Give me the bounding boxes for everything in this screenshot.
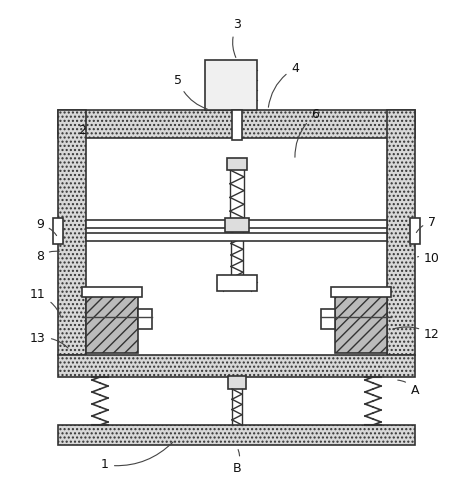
Bar [225, 218, 249, 232]
Text: 7: 7 [416, 215, 436, 232]
Text: 13: 13 [30, 331, 68, 348]
Bar [331, 287, 391, 297]
Bar [58, 355, 415, 377]
Text: 6: 6 [295, 109, 319, 157]
Bar [138, 309, 152, 329]
Bar [335, 295, 387, 353]
Bar [53, 218, 63, 244]
Bar [227, 158, 247, 170]
Bar [321, 309, 335, 329]
Bar [58, 425, 415, 445]
Text: 11: 11 [30, 288, 61, 317]
Text: 3: 3 [233, 18, 241, 57]
Bar [410, 218, 420, 244]
Bar [58, 110, 415, 138]
Bar [58, 110, 86, 355]
Text: 8: 8 [36, 251, 59, 264]
Text: A: A [398, 380, 419, 397]
Text: 2: 2 [78, 120, 86, 137]
Text: 10: 10 [418, 252, 440, 265]
Text: B: B [233, 450, 241, 474]
Text: 1: 1 [101, 442, 173, 471]
Bar [86, 233, 387, 241]
Bar [228, 376, 246, 389]
Text: 4: 4 [268, 61, 299, 107]
Text: 12: 12 [393, 327, 440, 341]
Text: 5: 5 [174, 73, 207, 109]
Bar [387, 110, 415, 355]
Bar [217, 275, 257, 291]
Bar [86, 138, 387, 355]
Text: 9: 9 [36, 218, 57, 236]
Bar [86, 295, 138, 353]
Bar [205, 60, 257, 110]
Bar [86, 220, 387, 228]
Bar [232, 110, 242, 140]
Bar [82, 287, 142, 297]
